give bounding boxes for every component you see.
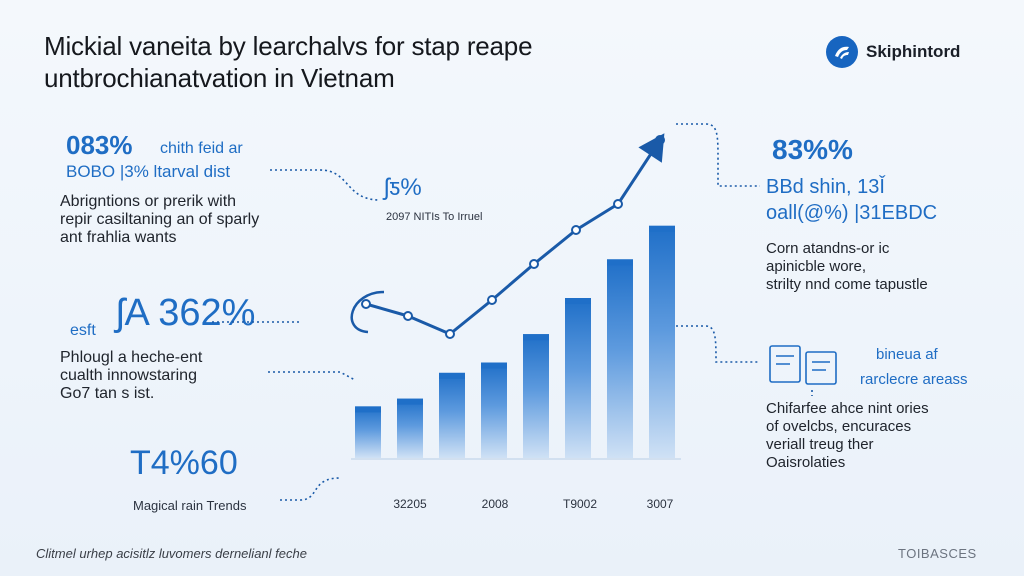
x-tick-label: 2008	[482, 497, 509, 511]
x-tick-label: 32205	[393, 497, 427, 511]
top-left-substat: BOBO |3% ltarval dist	[66, 162, 231, 181]
footer-brand: TOIBASCES	[898, 546, 977, 561]
bottom-left-stat: T4%60	[130, 444, 238, 482]
mid-right-text-3: veriall treug ther	[766, 436, 874, 453]
trend-point	[613, 199, 623, 209]
top-right-substat-2: oall(@%) |31EBDC	[766, 202, 938, 224]
brand-logo-icon	[826, 36, 858, 68]
connector-lines	[212, 123, 813, 501]
mid-left-text-2: cualth innowstaring	[60, 367, 197, 384]
top-left-text-2: repir casiltaning an of sparly	[60, 211, 260, 228]
x-tick-label: T9002	[563, 497, 597, 511]
trend-point	[571, 225, 581, 235]
footer-source: Clitmel urhep acisitlz luvomers dernelia…	[36, 546, 307, 561]
top-right-substat-1: BBd shin, 13Ǐ	[766, 176, 885, 198]
x-tick-label: 3007	[647, 497, 674, 511]
brand-name: Skiphintord	[866, 42, 961, 61]
bar	[649, 225, 675, 458]
mid-left-stat: ʃA 362%	[116, 292, 256, 334]
mid-left-substat: esft	[70, 322, 96, 339]
trend-point	[403, 311, 413, 321]
bar	[481, 362, 507, 458]
mid-right-text-4: Oaisrolaties	[766, 454, 846, 471]
top-right-text-3: strilty nnd come tapustle	[766, 276, 928, 293]
bar	[397, 398, 423, 458]
mid-right-text-1: Chifarfee ahce nint ories	[766, 400, 929, 417]
trend-arrow-head	[638, 133, 665, 163]
mid-right-title-2: rarclecre areass	[860, 371, 968, 388]
bar-cap	[607, 259, 633, 266]
bar	[439, 372, 465, 458]
mid-left-text-1: Phlougl a heche-ent	[60, 349, 203, 366]
title-line-2: untbrochianatvation in Vietnam	[44, 63, 395, 93]
top-left-text-3: ant frahlia wants	[60, 229, 177, 246]
bar-cap	[439, 372, 465, 379]
trend-point	[445, 329, 455, 339]
bar	[355, 406, 381, 458]
top-right-text-1: Corn atandns-or ic	[766, 240, 890, 257]
brand: Skiphintord	[826, 34, 960, 70]
bottom-left-label: Magical rain Trends	[133, 498, 247, 513]
loop-curve	[350, 290, 385, 334]
bar-cap	[355, 406, 381, 413]
trend-line	[365, 139, 662, 336]
chart-top-label: 2097 NITIs To Irruel	[386, 211, 483, 223]
mid-right-title-1: bineua af	[876, 346, 938, 363]
top-right-stat: 83%%	[772, 134, 853, 165]
mid-right-text-2: of ovelcbs, encuraces	[766, 418, 912, 435]
bar-cap	[649, 225, 675, 232]
top-right-description: Corn atandns-or ic apinicble wore, stril…	[766, 240, 928, 294]
top-left-stat: 083%	[66, 130, 133, 160]
top-left-text-1: Abrigntions or prerik with	[60, 193, 237, 210]
bar	[523, 334, 549, 458]
page-title: Mickial vaneita by learchalvs for stap r…	[44, 30, 684, 94]
trend-point	[529, 259, 539, 269]
bar-cap	[523, 334, 549, 341]
bar-cap	[481, 362, 507, 369]
bar-cap	[397, 398, 423, 405]
mid-left-text-3: Go7 tan s ist.	[60, 385, 155, 402]
mid-left-description: Phlougl a heche-ent cualth innowstaring …	[60, 349, 202, 403]
chart-top-icon-label: ʃƽ%	[384, 174, 422, 201]
top-left-description: Abrigntions or prerik with repir casilta…	[60, 193, 259, 247]
mid-right-description: Chifarfee ahce nint ories of ovelcbs, en…	[766, 400, 929, 472]
top-right-text-2: apinicble wore,	[766, 258, 867, 275]
title-line-1: Mickial vaneita by learchalvs for stap r…	[44, 31, 533, 61]
top-left-stat-suffix: chith feid ar	[160, 140, 243, 157]
trend-point	[361, 299, 371, 309]
bar-cap	[565, 298, 591, 305]
map-icon	[769, 345, 837, 385]
trend-point	[487, 295, 497, 305]
bar	[565, 298, 591, 458]
bar	[607, 259, 633, 458]
